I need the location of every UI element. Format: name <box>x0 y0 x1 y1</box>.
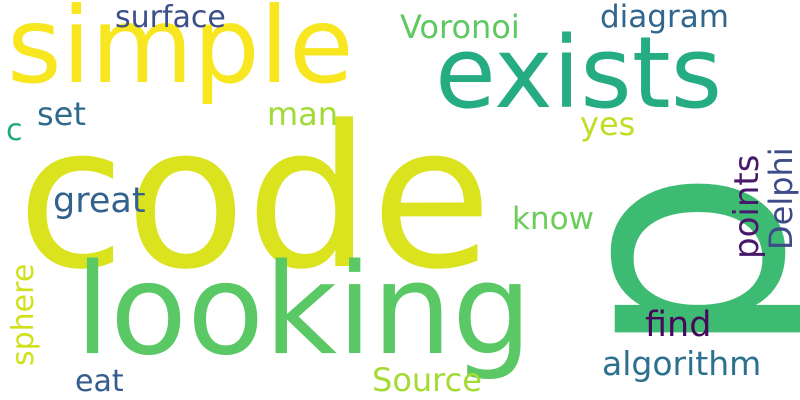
word-find: find <box>645 305 712 345</box>
word-yes: yes <box>580 105 636 143</box>
word-looking: looking <box>75 236 532 383</box>
word-algorithm: algorithm <box>602 344 762 383</box>
word-voronoi: Voronoi <box>400 8 520 46</box>
word-points: points <box>727 154 767 259</box>
word-great: great <box>53 181 146 221</box>
word-delphi: Delphi <box>762 147 800 250</box>
word-know: know <box>512 201 594 237</box>
word-set: set <box>37 95 86 133</box>
word-diagram: diagram <box>600 0 729 35</box>
word-man: man <box>267 95 339 133</box>
word-source: Source <box>372 361 482 399</box>
word-code: code <box>17 84 493 313</box>
word-simple: simple <box>7 0 354 107</box>
word-sphere: sphere <box>6 263 41 366</box>
word-eat: eat <box>75 364 124 399</box>
word-surface: surface <box>115 0 226 35</box>
word-exists: exists <box>435 16 723 131</box>
word-c: c <box>6 113 23 148</box>
